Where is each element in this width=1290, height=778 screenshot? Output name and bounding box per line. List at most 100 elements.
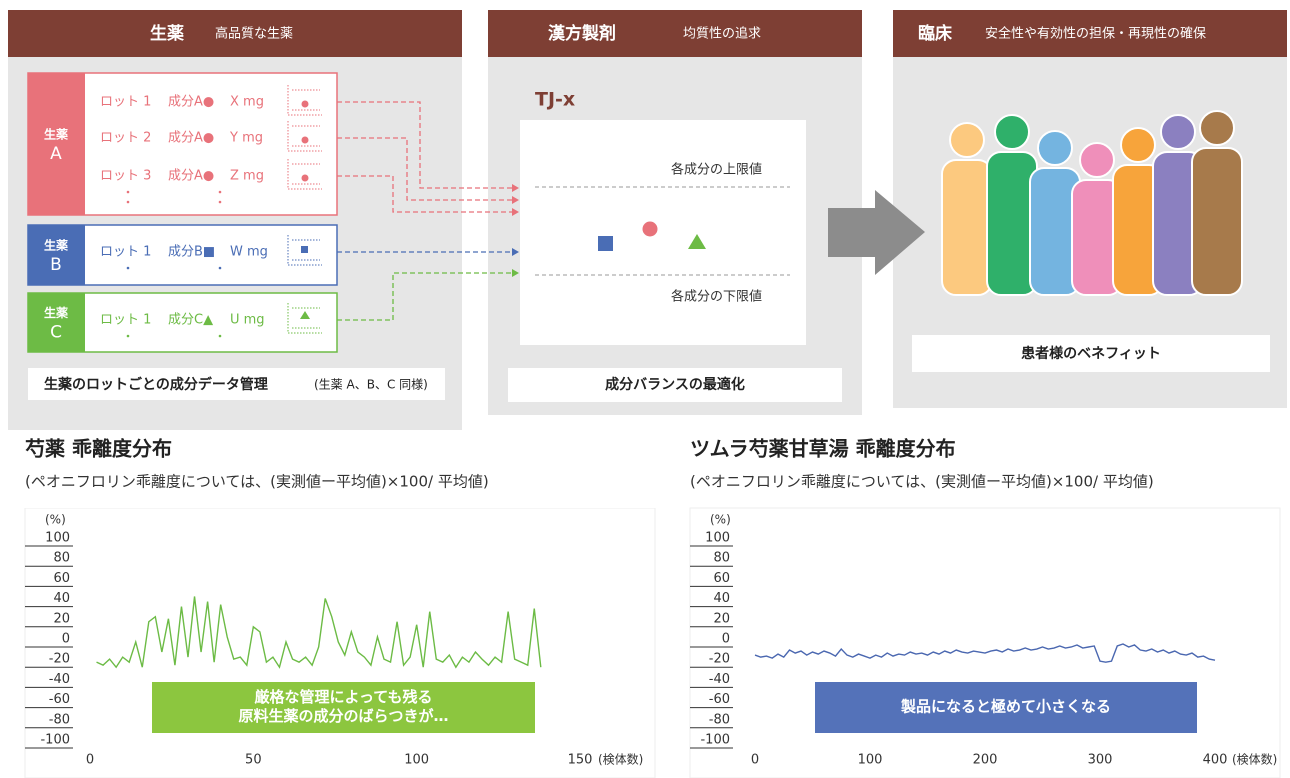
y-axis-label: (%): [710, 513, 731, 527]
annotation: 製品になると極めて小さくなる: [900, 698, 1111, 716]
herb-label: 生薬: [44, 127, 68, 142]
lot: ロット 1: [100, 95, 151, 110]
ellipsis-dot: [219, 191, 222, 194]
y-tick-label: 40: [713, 591, 730, 606]
y-tick-label: 100: [45, 531, 70, 546]
herb-label: 生薬: [44, 238, 68, 253]
product-name: TJ-x: [535, 89, 575, 111]
ellipsis-dot: [219, 335, 222, 338]
component: 成分A●: [168, 169, 214, 184]
chart-bg: [690, 508, 1280, 778]
x-tick-label: 300: [1088, 753, 1113, 768]
y-tick-label: 0: [722, 632, 730, 647]
mini-marker: [302, 175, 309, 182]
mini-marker: [301, 246, 308, 253]
y-tick-label: 80: [713, 551, 730, 566]
y-tick-label: -100: [40, 733, 70, 748]
amount: W mg: [230, 245, 268, 260]
chart-title: 芍薬 乖離度分布: [25, 437, 172, 461]
y-tick-label: 100: [705, 531, 730, 546]
panel-title: 生薬: [150, 23, 184, 44]
y-tick-label: -60: [709, 692, 730, 707]
panel-header: [488, 10, 862, 57]
y-tick-label: -40: [709, 672, 730, 687]
panel-subtitle: 安全性や有効性の担保・再現性の確保: [985, 26, 1206, 42]
marker-square: [598, 236, 613, 251]
mini-marker: [302, 137, 309, 144]
component: 成分A●: [168, 131, 214, 146]
herb-label: 生薬: [44, 305, 68, 320]
x-tick-label: 100: [858, 753, 883, 768]
ellipsis-dot: [127, 201, 130, 204]
amount: Y mg: [229, 131, 263, 146]
person-head: [1080, 143, 1114, 177]
person-head: [950, 123, 984, 157]
annotation: 厳格な管理によっても残る: [254, 688, 432, 706]
component: 成分A●: [168, 95, 214, 110]
ellipsis-dot: [219, 201, 222, 204]
herb-label: A: [50, 144, 62, 164]
panel-subtitle: 高品質な生薬: [215, 26, 293, 42]
panel-title: 臨床: [918, 23, 953, 44]
amount: U mg: [230, 313, 265, 328]
ellipsis-dot: [219, 267, 222, 270]
x-tick-label: 150: [568, 753, 593, 768]
lot: ロット 1: [100, 245, 151, 260]
person-head: [995, 115, 1029, 149]
caption: 生薬のロットごとの成分データ管理: [44, 376, 268, 393]
person-head: [1200, 111, 1234, 145]
x-axis-label: (検体数): [598, 752, 643, 767]
y-tick-label: -60: [49, 692, 70, 707]
caption: 成分バランスの最適化: [605, 376, 745, 393]
y-tick-label: -80: [709, 712, 730, 727]
y-tick-label: 20: [713, 611, 730, 626]
chart-subtitle: (ペオニフロリン乖離度については、(実測値ー平均値)×100/ 平均値): [690, 473, 1154, 491]
mini-marker: [302, 101, 309, 108]
x-tick-label: 0: [751, 753, 759, 768]
y-tick-label: -40: [49, 672, 70, 687]
chart-subtitle: (ペオニフロリン乖離度については、(実測値ー平均値)×100/ 平均値): [25, 473, 489, 491]
y-tick-label: 40: [53, 591, 70, 606]
y-tick-label: 80: [53, 551, 70, 566]
caption-note: (生薬 A、B、C 同様): [314, 378, 428, 392]
component: 成分C▲: [168, 313, 213, 328]
herb-label: B: [50, 255, 62, 275]
x-tick-label: 50: [245, 753, 262, 768]
person-head: [1038, 131, 1072, 165]
product-box: [520, 120, 806, 345]
panel-subtitle: 均質性の追求: [683, 26, 761, 42]
x-tick-label: 400: [1203, 753, 1228, 768]
ellipsis-dot: [127, 191, 130, 194]
ellipsis-dot: [127, 267, 130, 270]
chart-title: ツムラ芍薬甘草湯 乖離度分布: [690, 437, 956, 461]
x-tick-label: 0: [86, 753, 94, 768]
x-tick-label: 100: [404, 753, 429, 768]
x-axis-label: (検体数): [1232, 752, 1277, 767]
y-tick-label: -100: [700, 733, 730, 748]
y-tick-label: 60: [53, 571, 70, 586]
panel-title: 漢方製剤: [548, 23, 616, 44]
y-tick-label: 60: [713, 571, 730, 586]
herb-label: C: [50, 323, 62, 343]
chart-bg: [25, 508, 655, 778]
y-tick-label: -20: [709, 652, 730, 667]
y-tick-label: 0: [62, 632, 70, 647]
lot: ロット 2: [100, 131, 151, 146]
marker-circle: [643, 222, 658, 237]
ellipsis-dot: [127, 335, 130, 338]
caption: 患者様のベネフィット: [1021, 345, 1161, 362]
x-tick-label: 200: [973, 753, 998, 768]
amount: Z mg: [230, 169, 264, 184]
y-tick-label: -80: [49, 712, 70, 727]
limit-label: 各成分の下限値: [671, 289, 762, 305]
component: 成分B■: [168, 245, 215, 260]
person-head: [1161, 115, 1195, 149]
y-axis-label: (%): [45, 513, 66, 527]
annotation: 原料生薬の成分のばらつきが…: [238, 707, 448, 725]
lot: ロット 3: [100, 169, 151, 184]
page: 生薬 高品質な生薬 漢方製剤 均質性の追求 臨床 安全性や有効性の担保・再現性の…: [0, 0, 1290, 778]
y-tick-label: 20: [53, 611, 70, 626]
person-head: [1121, 128, 1155, 162]
person-body: [1192, 148, 1242, 295]
lot: ロット 1: [100, 313, 151, 328]
